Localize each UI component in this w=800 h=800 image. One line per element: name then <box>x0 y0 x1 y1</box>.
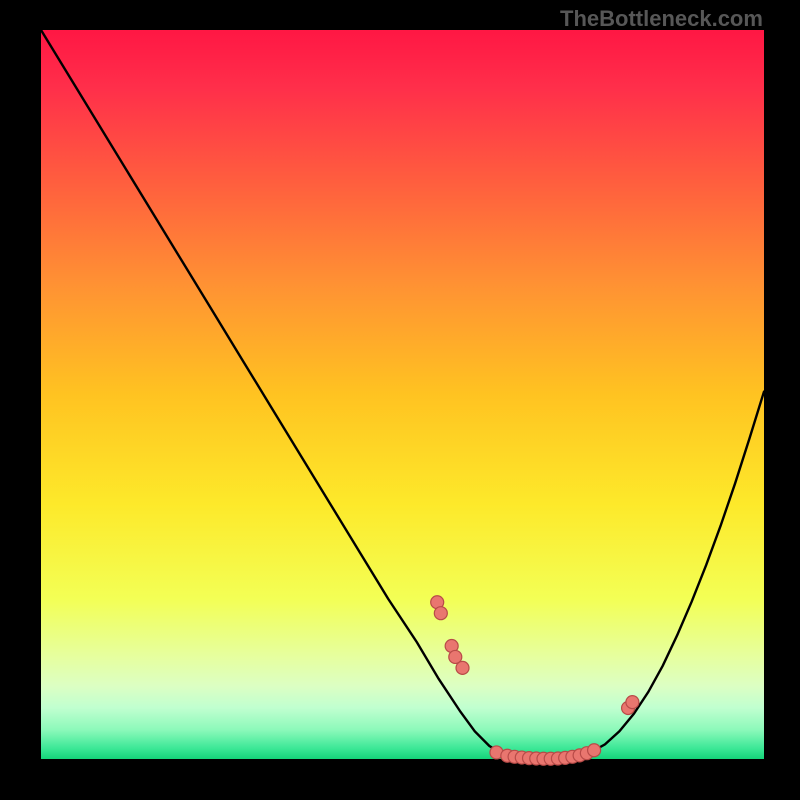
chart-container: { "watermark": { "text": "TheBottleneck.… <box>0 0 800 800</box>
data-marker-dot <box>588 744 601 757</box>
data-marker-dot <box>626 696 639 709</box>
curve-path-group <box>41 30 764 759</box>
watermark-text: TheBottleneck.com <box>560 6 763 32</box>
chart-svg <box>0 0 800 800</box>
data-marker-dot <box>434 607 447 620</box>
markers-group <box>431 596 639 766</box>
bottleneck-curve <box>41 30 764 759</box>
data-marker-dot <box>456 661 469 674</box>
